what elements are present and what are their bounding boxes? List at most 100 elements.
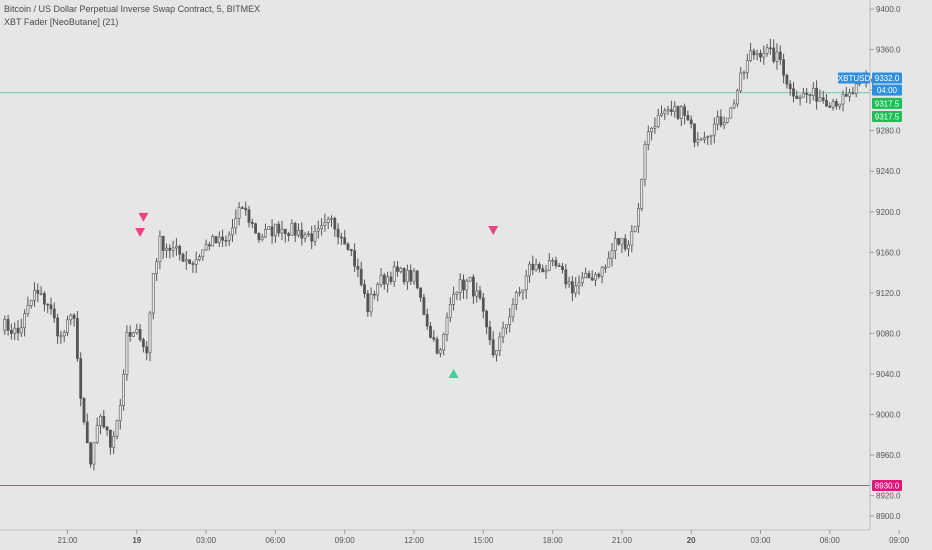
candle-body — [376, 284, 380, 296]
price-axis[interactable]: 9400.09360.09320.09280.09240.09200.09160… — [869, 0, 901, 530]
price-tag — [872, 479, 902, 491]
price-tag-label: 9317.5 — [875, 113, 900, 122]
candle-body — [590, 277, 594, 281]
candle-body — [825, 100, 828, 107]
price-tag-label: 04:00 — [877, 86, 898, 95]
candle-body — [142, 339, 145, 348]
candle-body — [676, 106, 680, 119]
candle-body — [419, 287, 423, 298]
price-tick-label: 9120.0 — [876, 289, 901, 298]
candle-body — [448, 304, 452, 319]
candle-body — [732, 103, 736, 109]
candle-body — [56, 317, 60, 337]
candle-body — [762, 53, 766, 58]
candle-body — [204, 244, 208, 251]
candle-body — [151, 273, 155, 314]
candle-body — [617, 238, 621, 245]
candle-body — [554, 260, 558, 266]
candle-body — [132, 332, 135, 337]
price-tick-label: 8920.0 — [876, 492, 901, 501]
candle-body — [442, 334, 446, 351]
time-tick-label: 15:00 — [473, 536, 494, 545]
candle-body — [828, 105, 832, 108]
candle-body — [838, 103, 842, 107]
candle-body — [462, 279, 465, 291]
candle-body — [475, 290, 479, 297]
candle-body — [396, 266, 399, 272]
price-tag-label: 9332.0 — [875, 74, 900, 83]
candle-body — [726, 117, 729, 123]
candle-body — [306, 233, 310, 236]
candle-body — [679, 106, 683, 119]
candle-body — [854, 83, 858, 94]
candle-body — [316, 228, 320, 232]
candle-body — [465, 280, 469, 291]
candle-body — [594, 274, 597, 281]
candle-body — [409, 270, 413, 282]
sell-signal-triangle — [488, 226, 499, 236]
candle-body — [735, 90, 739, 105]
candle-body — [95, 425, 99, 443]
candle-body — [841, 93, 845, 105]
candle-body — [49, 304, 53, 310]
time-tick-label: 03:00 — [196, 536, 217, 545]
candle-body — [768, 47, 772, 50]
candle-body — [521, 289, 525, 293]
candle-body — [217, 236, 221, 244]
time-tick-label: 19 — [132, 536, 141, 545]
candle-body — [656, 115, 660, 127]
candle-body — [785, 74, 789, 85]
candle-body — [481, 297, 485, 312]
price-tick-label: 9400.0 — [876, 5, 901, 14]
time-axis[interactable]: 21:00 19 03:00 06:00 09:00 12:00 15:00 18:00 21:… — [0, 529, 910, 545]
candle-body — [415, 270, 419, 289]
candle-body — [630, 231, 634, 246]
candle-body — [158, 236, 162, 263]
candle-body — [135, 329, 139, 333]
candle-body — [620, 238, 624, 245]
price-tag — [838, 72, 870, 84]
candlestick-series — [3, 38, 875, 471]
time-tick-label: 20 — [687, 536, 696, 545]
candle-body — [194, 259, 198, 265]
candle-body — [52, 308, 56, 319]
candle-body — [792, 88, 795, 97]
candle-body — [234, 217, 238, 229]
candle-body — [336, 228, 340, 238]
candle-body — [99, 416, 102, 426]
candle-body — [524, 275, 528, 291]
candle-body — [109, 429, 112, 448]
candle-body — [273, 223, 277, 237]
candle-body — [745, 60, 749, 73]
candle-body — [339, 236, 343, 239]
candle-body — [815, 87, 819, 102]
candle-body — [277, 223, 281, 234]
candle-body — [801, 92, 805, 98]
candle-body — [168, 247, 172, 251]
candle-body — [297, 229, 300, 236]
candle-body — [208, 244, 211, 247]
price-tag — [872, 84, 902, 96]
candle-body — [191, 263, 195, 265]
candle-body — [749, 50, 753, 61]
indicator-label[interactable]: XBT Fader [NeoButane] (21) — [4, 17, 119, 27]
price-tag — [872, 111, 902, 123]
candle-body — [42, 293, 46, 305]
candle-body — [323, 222, 327, 226]
candle-body — [244, 207, 248, 211]
candle-body — [788, 83, 792, 89]
candle-body — [23, 313, 27, 329]
candle-body — [46, 303, 50, 306]
candle-body — [755, 53, 759, 56]
candle-body — [669, 109, 673, 112]
candle-body — [821, 97, 825, 101]
candle-body — [148, 312, 152, 354]
candle-body — [62, 332, 66, 337]
time-tick-label: 09:00 — [335, 536, 356, 545]
candle-body — [514, 292, 518, 305]
candle-body — [574, 285, 578, 294]
candle-body — [603, 266, 607, 269]
candle-body — [531, 263, 535, 271]
candle-body — [303, 234, 307, 239]
